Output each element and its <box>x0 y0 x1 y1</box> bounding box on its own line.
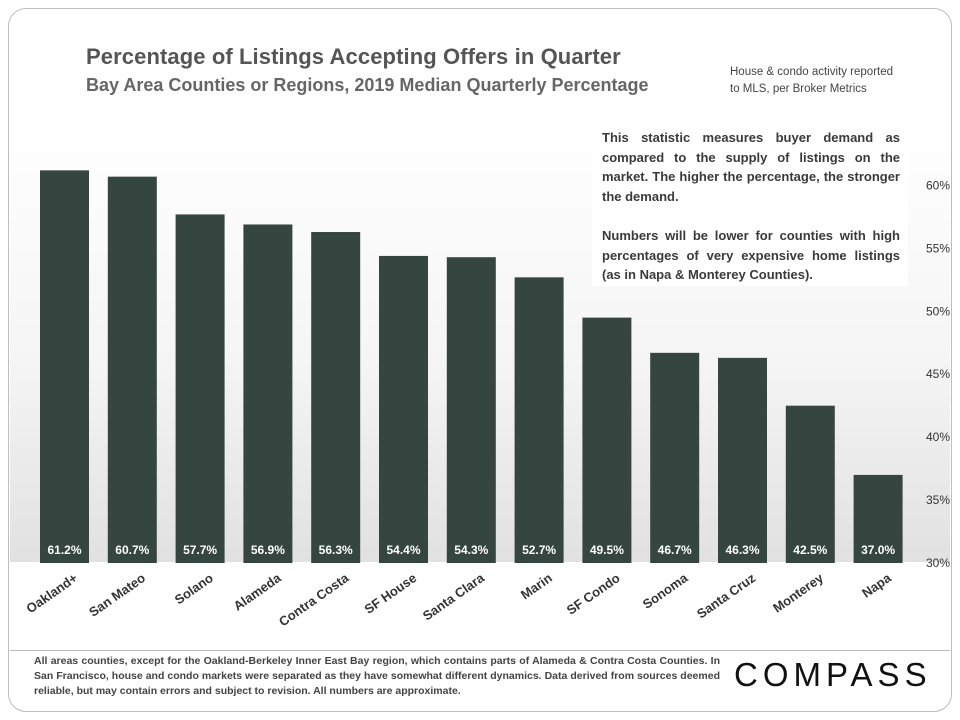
x-tick-label: Marin <box>518 570 555 602</box>
chart-title: Percentage of Listings Accepting Offers … <box>86 44 621 69</box>
bar-contra-costa <box>311 232 361 564</box>
bar-alameda <box>243 224 293 563</box>
value-label: 56.3% <box>319 543 353 557</box>
x-tick-label: SF Condo <box>564 570 623 618</box>
value-label: 54.4% <box>386 543 420 557</box>
y-tick-label: 40% <box>926 430 950 444</box>
footer-divider <box>10 650 950 651</box>
footnote: All areas counties, except for the Oakla… <box>34 655 720 697</box>
x-tick-label: Solano <box>172 570 216 607</box>
bar-santa-cruz <box>718 357 767 563</box>
value-label: 37.0% <box>861 543 895 557</box>
value-label: 46.7% <box>658 543 692 557</box>
x-tick-label: Alameda <box>231 570 285 614</box>
bar-marin <box>514 277 564 563</box>
value-label: 52.7% <box>522 543 556 557</box>
bar-oakland- <box>40 170 89 564</box>
x-tick-label: Santa Cruz <box>694 570 759 622</box>
x-tick-label: Sonoma <box>640 570 691 612</box>
value-label: 46.3% <box>725 543 759 557</box>
value-label: 60.7% <box>115 543 149 557</box>
bar-sf-house <box>379 255 428 564</box>
x-tick-label: Contra Costa <box>276 570 352 630</box>
bar-santa-clara <box>446 257 496 563</box>
y-tick-label: 35% <box>926 493 950 507</box>
bar-sonoma <box>650 352 700 563</box>
x-tick-label: SF House <box>361 570 419 617</box>
y-tick-label: 50% <box>926 304 950 318</box>
value-label: 49.5% <box>590 543 624 557</box>
bar-monterey <box>785 405 835 563</box>
value-label: 42.5% <box>793 543 827 557</box>
y-tick-label: 30% <box>926 556 950 570</box>
source-note: House & condo activity reported to MLS, … <box>730 64 893 98</box>
x-tick-label: Oakland+ <box>23 570 80 616</box>
bar-napa <box>853 474 903 563</box>
bar-sf-condo <box>582 317 632 563</box>
y-tick-label: 60% <box>926 178 950 192</box>
source-line-2: to MLS, per Broker Metrics <box>730 83 867 95</box>
value-label: 57.7% <box>183 543 217 557</box>
bar-san-mateo <box>107 176 157 563</box>
y-tick-label: 45% <box>926 367 950 381</box>
explanation-paragraph-2: Numbers will be lower for counties with … <box>602 228 900 282</box>
explanation-box: This statistic measures buyer demand as … <box>592 124 908 286</box>
explanation-paragraph-1: This statistic measures buyer demand as … <box>602 130 900 204</box>
source-line-1: House & condo activity reported <box>730 66 894 78</box>
x-tick-label: Napa <box>859 570 894 601</box>
x-tick-label: Santa Clara <box>420 570 488 624</box>
compass-logo: COMPASS <box>734 656 932 693</box>
x-tick-label: San Mateo <box>86 570 148 620</box>
chart-subtitle: Bay Area Counties or Regions, 2019 Media… <box>86 75 649 95</box>
y-tick-label: 55% <box>926 241 950 255</box>
value-label: 61.2% <box>47 543 81 557</box>
value-label: 54.3% <box>454 543 488 557</box>
bar-solano <box>175 214 225 563</box>
x-tick-label: Monterey <box>770 570 827 616</box>
value-label: 56.9% <box>251 543 285 557</box>
